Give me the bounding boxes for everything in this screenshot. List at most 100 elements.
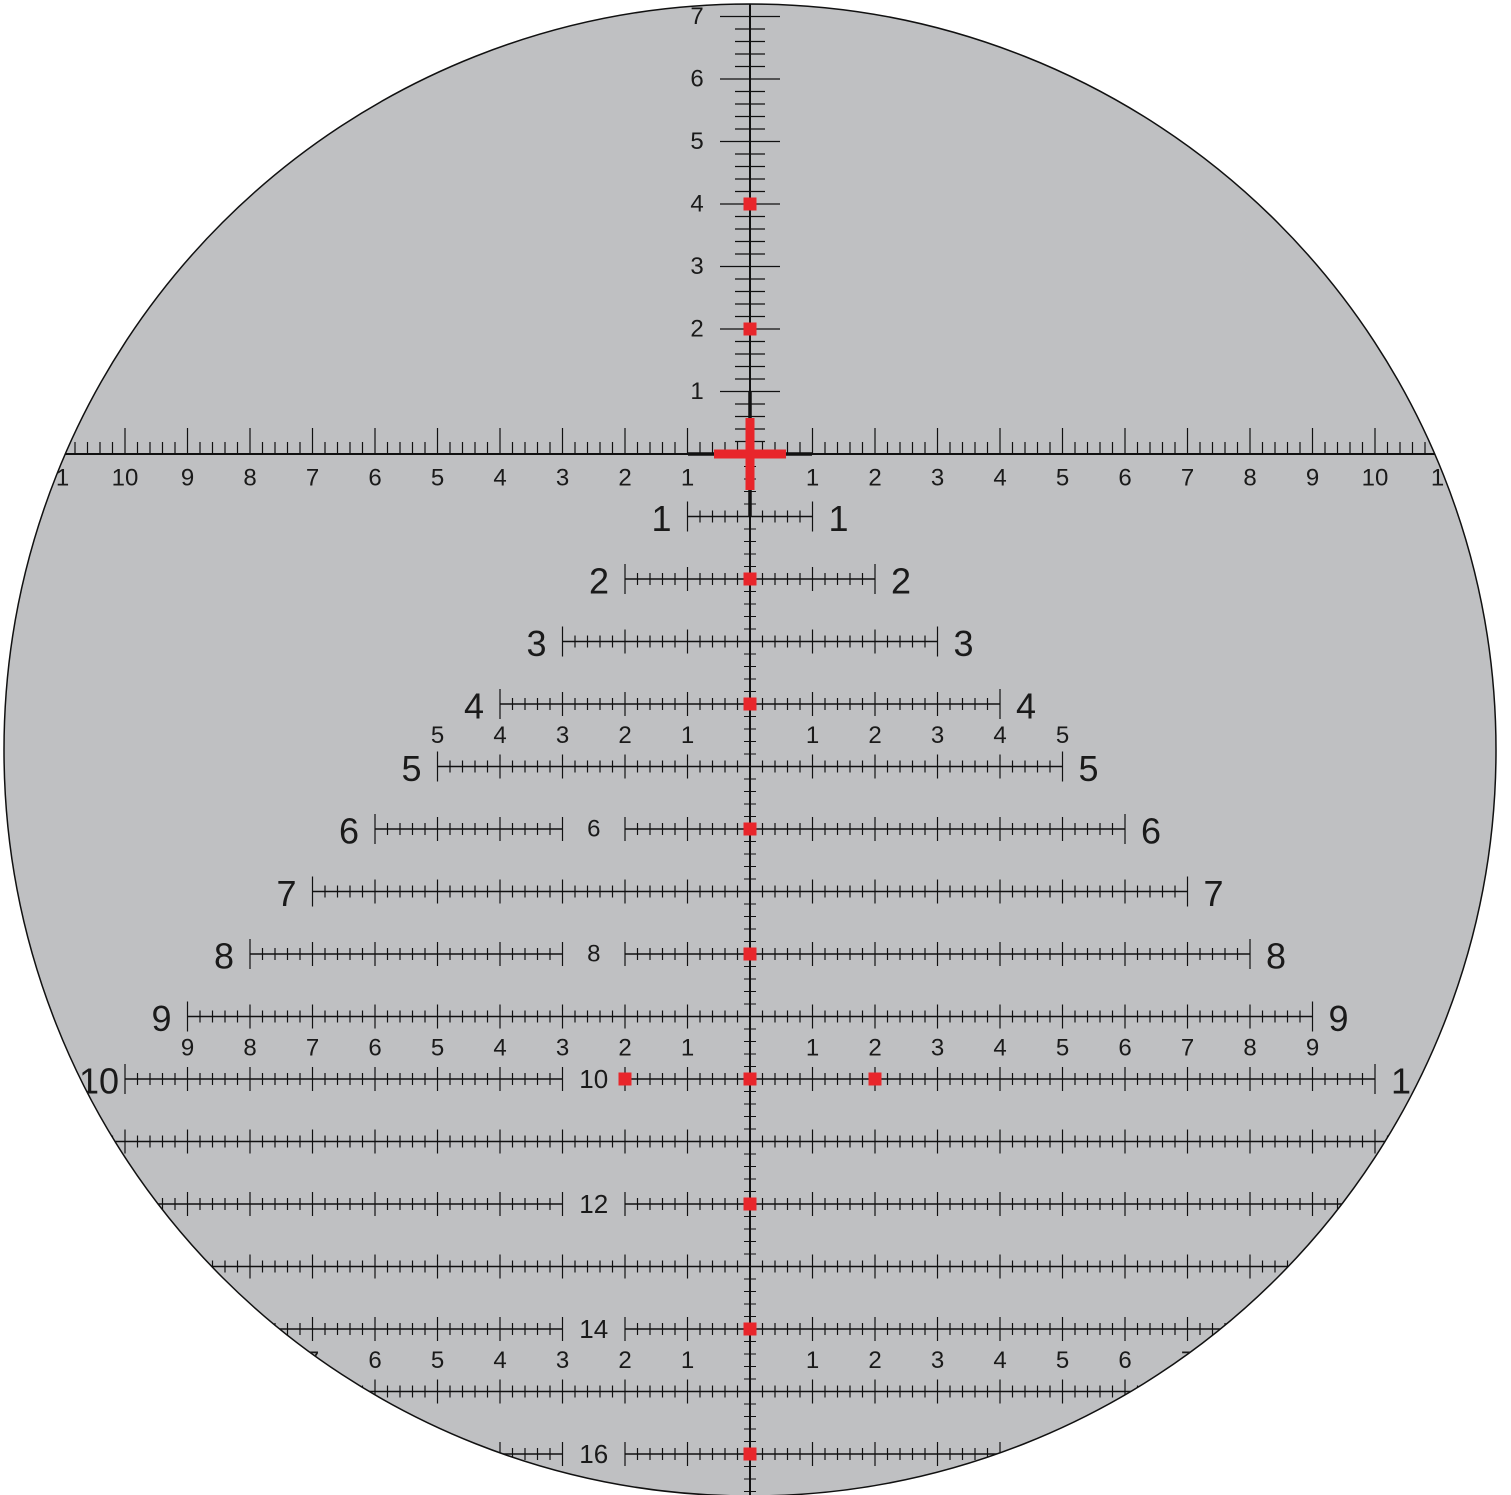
vertical-scale-label: 3 (690, 253, 703, 280)
holdover-row-7-label-right: 7 (1203, 873, 1223, 914)
sub-scale-label-right: 5 (1056, 1034, 1069, 1061)
sub-scale-label-left: 6 (368, 1347, 381, 1374)
horizontal-scale-label-left: 5 (431, 465, 444, 492)
sub-scale-label-right: 4 (993, 722, 1006, 749)
sub-scale-label-right: 1 (806, 1034, 819, 1061)
vertical-scale-label: 2 (690, 316, 703, 343)
holdover-row-10-aim-dot-left (618, 1072, 632, 1086)
sub-scale-label-left: 4 (493, 1347, 506, 1374)
holdover-row-14-aim-dot (743, 1322, 757, 1336)
holdover-row-14-center-label: 14 (579, 1314, 608, 1344)
holdover-row-9-label-right: 9 (1328, 998, 1348, 1039)
sub-scale-label-right: 7 (1181, 1347, 1194, 1374)
holdover-row-10-label-left: 10 (79, 1061, 119, 1102)
reticle-overlay (618, 197, 882, 1461)
horizontal-scale-label-left: 1 (56, 465, 69, 492)
sub-scale-label-right: 5 (1056, 1347, 1069, 1374)
horizontal-scale-label-left: 10 (112, 465, 139, 492)
sub-scale-label-right: 1 (806, 722, 819, 749)
holdover-row-10-center-label: 10 (579, 1064, 608, 1094)
horizontal-scale-label-right: 7 (1181, 465, 1194, 492)
sub-scale-label-right: 8 (1243, 1034, 1256, 1061)
sub-scale-label-left: 5 (431, 722, 444, 749)
holdover-row-6-label-right: 6 (1141, 811, 1161, 852)
sub-scale-label-right: 4 (993, 1347, 1006, 1374)
holdover-row-2-label-right: 2 (891, 561, 911, 602)
holdover-row-8-aim-dot (743, 947, 757, 961)
sub-scale-label-left: 6 (368, 1034, 381, 1061)
sub-scale-label-left: 4 (493, 1034, 506, 1061)
sub-scale-label-right: 4 (993, 1034, 1006, 1061)
horizontal-scale-label-right: 1 (1431, 465, 1444, 492)
sub-scale-label-left: 2 (618, 1347, 631, 1374)
sub-scale-label-right: 6 (1118, 1347, 1131, 1374)
vertical-scale-label: 7 (690, 3, 703, 30)
holdover-row-5-label-left: 5 (401, 748, 421, 789)
horizontal-scale-label-left: 6 (368, 465, 381, 492)
sub-scale-label-left: 5 (431, 1347, 444, 1374)
horizontal-scale-label-left: 2 (618, 465, 631, 492)
horizontal-scale-label-left: 7 (306, 465, 319, 492)
horizontal-scale-label-left: 1 (681, 465, 694, 492)
holdover-row-2-aim-dot (743, 572, 757, 586)
horizontal-scale-label-left: 9 (181, 465, 194, 492)
sub-scale-label-right: 2 (868, 1034, 881, 1061)
vertical-aim-dot-4 (743, 197, 757, 211)
sub-scale-label-right: 5 (1056, 722, 1069, 749)
holdover-row-4-label-left: 4 (464, 686, 484, 727)
holdover-row-4-label-right: 4 (1016, 686, 1036, 727)
center-cross-vertical-bar (745, 418, 755, 490)
horizontal-scale-label-right: 9 (1306, 465, 1319, 492)
holdover-row-10-aim-dot (743, 1072, 757, 1086)
sub-scale-label-left: 7 (306, 1347, 319, 1374)
sub-scale-label-left: 1 (681, 1034, 694, 1061)
sub-scale-label-left: 3 (556, 1347, 569, 1374)
vertical-scale-label: 5 (690, 128, 703, 155)
holdover-row-3-label-right: 3 (953, 623, 973, 664)
holdover-row-8-label-right: 8 (1266, 936, 1286, 977)
horizontal-scale-label-right: 10 (1362, 465, 1389, 492)
vertical-scale-label: 6 (690, 66, 703, 93)
horizontal-scale-label-right: 3 (931, 465, 944, 492)
holdover-row-12-center-label: 12 (579, 1189, 608, 1219)
vertical-scale-label: 1 (690, 378, 703, 405)
sub-scale-label-right: 2 (868, 1347, 881, 1374)
holdover-row-16-aim-dot (743, 1447, 757, 1461)
holdover-row-10-label-right: 1 (1391, 1061, 1411, 1102)
holdover-row-1-label-left: 1 (651, 498, 671, 539)
sub-scale-label-right: 3 (931, 1347, 944, 1374)
sub-scale-label-left: 2 (618, 722, 631, 749)
sub-scale-label-left: 4 (493, 722, 506, 749)
horizontal-scale-label-right: 4 (993, 465, 1006, 492)
holdover-row-10-aim-dot-right (868, 1072, 882, 1086)
holdover-row-6-center-label: 6 (587, 816, 600, 843)
horizontal-scale-label-right: 6 (1118, 465, 1131, 492)
sub-scale-label-left: 5 (431, 1034, 444, 1061)
sub-scale-label-right: 3 (931, 722, 944, 749)
horizontal-scale-label-left: 8 (243, 465, 256, 492)
holdover-row-6-aim-dot (743, 822, 757, 836)
sub-scale-label-right: 2 (868, 722, 881, 749)
holdover-row-3-label-left: 3 (526, 623, 546, 664)
vertical-aim-dot-2 (743, 322, 757, 336)
sub-scale-label-right: 9 (1306, 1034, 1319, 1061)
sub-scale-label-left: 8 (243, 1034, 256, 1061)
horizontal-scale-label-left: 4 (493, 465, 506, 492)
sub-scale-label-left: 1 (681, 1347, 694, 1374)
sub-scale-label-right: 1 (806, 1347, 819, 1374)
horizontal-scale-label-right: 8 (1243, 465, 1256, 492)
holdover-row-5-label-right: 5 (1078, 748, 1098, 789)
sub-scale-label-left: 3 (556, 1034, 569, 1061)
sub-scale-label-right: 6 (1118, 1034, 1131, 1061)
holdover-row-6-label-left: 6 (339, 811, 359, 852)
holdover-row-9-label-left: 9 (151, 998, 171, 1039)
holdover-row-8-label-left: 8 (214, 936, 234, 977)
sub-scale-label-left: 2 (618, 1034, 631, 1061)
sub-scale-label-left: 1 (681, 722, 694, 749)
sub-scale-label-left: 7 (306, 1034, 319, 1061)
holdover-row-12-aim-dot (743, 1197, 757, 1211)
holdover-row-4-aim-dot (743, 697, 757, 711)
horizontal-scale-label-right: 2 (868, 465, 881, 492)
sub-scale-label-left: 3 (556, 722, 569, 749)
